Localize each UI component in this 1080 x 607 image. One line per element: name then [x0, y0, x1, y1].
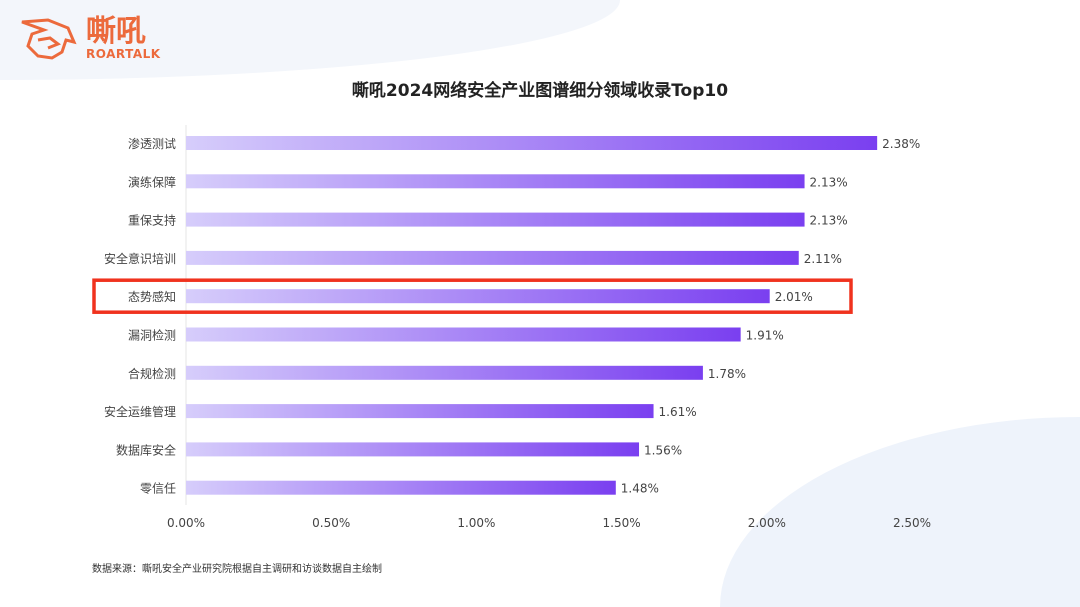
category-label: 安全意识培训: [104, 251, 176, 266]
x-tick-label: 1.50%: [603, 516, 641, 530]
category-label: 数据库安全: [116, 442, 176, 457]
category-label: 态势感知: [128, 289, 176, 304]
x-tick-label: 2.50%: [893, 516, 931, 530]
tiger-logo-icon: [21, 18, 77, 60]
x-tick-label: 2.00%: [748, 516, 786, 530]
bar: [186, 289, 770, 304]
category-label: 演练保障: [128, 174, 176, 189]
logo-text-cn: 嘶吼: [86, 14, 146, 49]
data-label: 2.13%: [810, 214, 848, 228]
data-label: 2.38%: [882, 137, 920, 151]
data-label: 1.91%: [746, 329, 784, 343]
bar: [186, 365, 703, 380]
logo: 嘶吼 ROARTALK: [18, 16, 161, 62]
category-label: 合规检测: [128, 366, 176, 381]
chart-title: 嘶吼2024网络安全产业图谱细分领域收录Top10: [351, 81, 729, 101]
data-label: 2.13%: [810, 175, 848, 189]
bar: [186, 136, 878, 150]
x-tick-label: 0.50%: [312, 516, 350, 530]
data-source-note: 数据来源：嘶吼安全产业研究院根据自主调研和访谈数据自主绘制: [92, 564, 382, 575]
category-label: 零信任: [140, 482, 176, 496]
category-label: 渗透测试: [128, 136, 176, 151]
category-label: 安全运维管理: [104, 404, 176, 419]
data-label: 1.56%: [644, 443, 682, 457]
data-label: 1.61%: [659, 405, 697, 419]
bar: [186, 174, 805, 189]
data-label: 2.11%: [804, 252, 842, 266]
bar: [186, 327, 741, 342]
highlight-box: [92, 278, 853, 314]
x-tick-label: 1.00%: [457, 516, 495, 530]
data-label: 1.48%: [621, 482, 659, 496]
bar: [186, 404, 654, 419]
category-label: 漏洞检测: [128, 328, 176, 343]
data-label: 1.78%: [708, 367, 746, 381]
category-label: 重保支持: [128, 213, 176, 228]
data-label: 2.01%: [775, 290, 813, 304]
bar: [186, 212, 805, 227]
bar: [186, 250, 799, 265]
bar: [186, 442, 640, 457]
logo-text-en: ROARTALK: [86, 47, 161, 61]
bar: [186, 480, 616, 495]
x-tick-label: 0.00%: [167, 516, 205, 530]
